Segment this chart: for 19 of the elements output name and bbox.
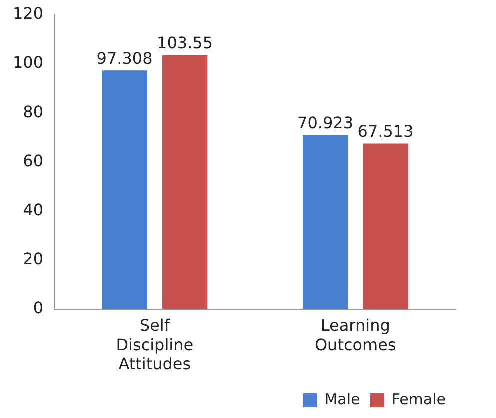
data-label: 70.923 (298, 114, 354, 133)
bar (363, 144, 408, 310)
y-tick-label: 80 (23, 102, 44, 122)
legend-label: Male (324, 390, 360, 408)
data-label: 67.513 (358, 122, 414, 141)
y-tick-label: 20 (23, 249, 44, 268)
y-tick-label: 0 (33, 298, 44, 318)
x-tick-label: Self Discipline Attitudes (116, 316, 194, 374)
bar (302, 135, 348, 310)
bar (102, 70, 148, 310)
bar (162, 55, 208, 310)
data-label: 97.308 (96, 48, 153, 68)
y-tick-label: 100 (12, 53, 44, 72)
legend-label: Female (392, 390, 446, 408)
y-tick-label: 40 (23, 200, 44, 220)
data-label: 103.55 (157, 34, 214, 53)
y-tick-label: 60 (23, 151, 44, 170)
x-tick-label: Learning Outcomes (314, 316, 396, 354)
y-tick-label: 120 (12, 4, 44, 24)
